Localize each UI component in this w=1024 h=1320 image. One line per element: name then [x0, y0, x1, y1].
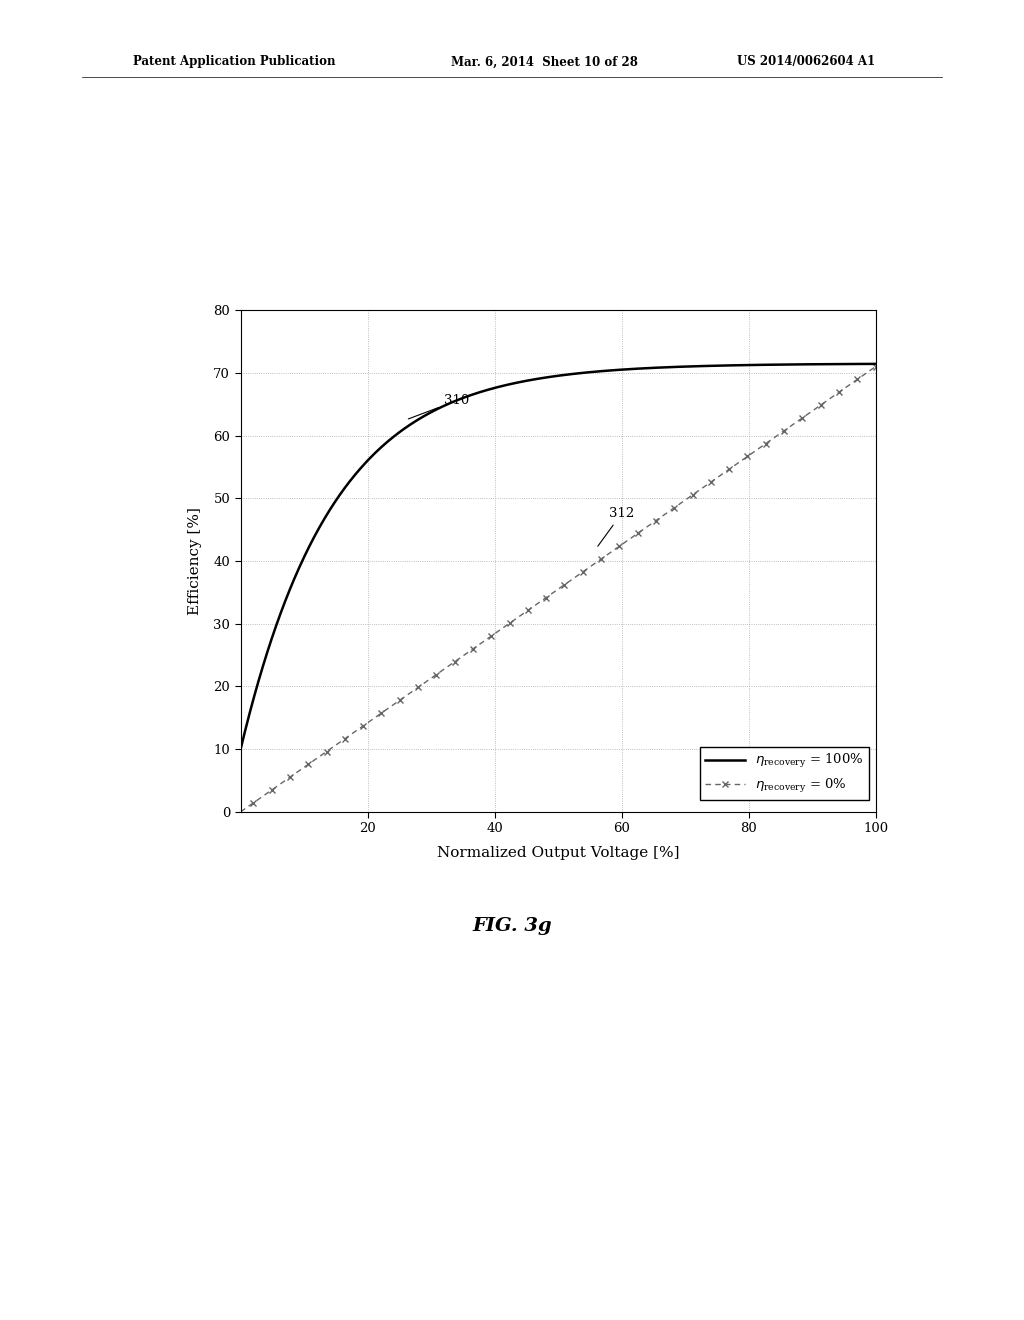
- Text: 310: 310: [409, 395, 469, 418]
- Text: FIG. 3g: FIG. 3g: [472, 917, 552, 936]
- Text: US 2014/0062604 A1: US 2014/0062604 A1: [737, 55, 876, 69]
- Text: Mar. 6, 2014  Sheet 10 of 28: Mar. 6, 2014 Sheet 10 of 28: [451, 55, 637, 69]
- X-axis label: Normalized Output Voltage [%]: Normalized Output Voltage [%]: [437, 846, 679, 861]
- Text: 312: 312: [598, 507, 634, 546]
- Y-axis label: Efficiency [%]: Efficiency [%]: [188, 507, 202, 615]
- Legend: $\eta_{\mathregular{recovery}}$ = 100%, $\eta_{\mathregular{recovery}}$ = 0%: $\eta_{\mathregular{recovery}}$ = 100%, …: [699, 747, 869, 800]
- Text: Patent Application Publication: Patent Application Publication: [133, 55, 336, 69]
